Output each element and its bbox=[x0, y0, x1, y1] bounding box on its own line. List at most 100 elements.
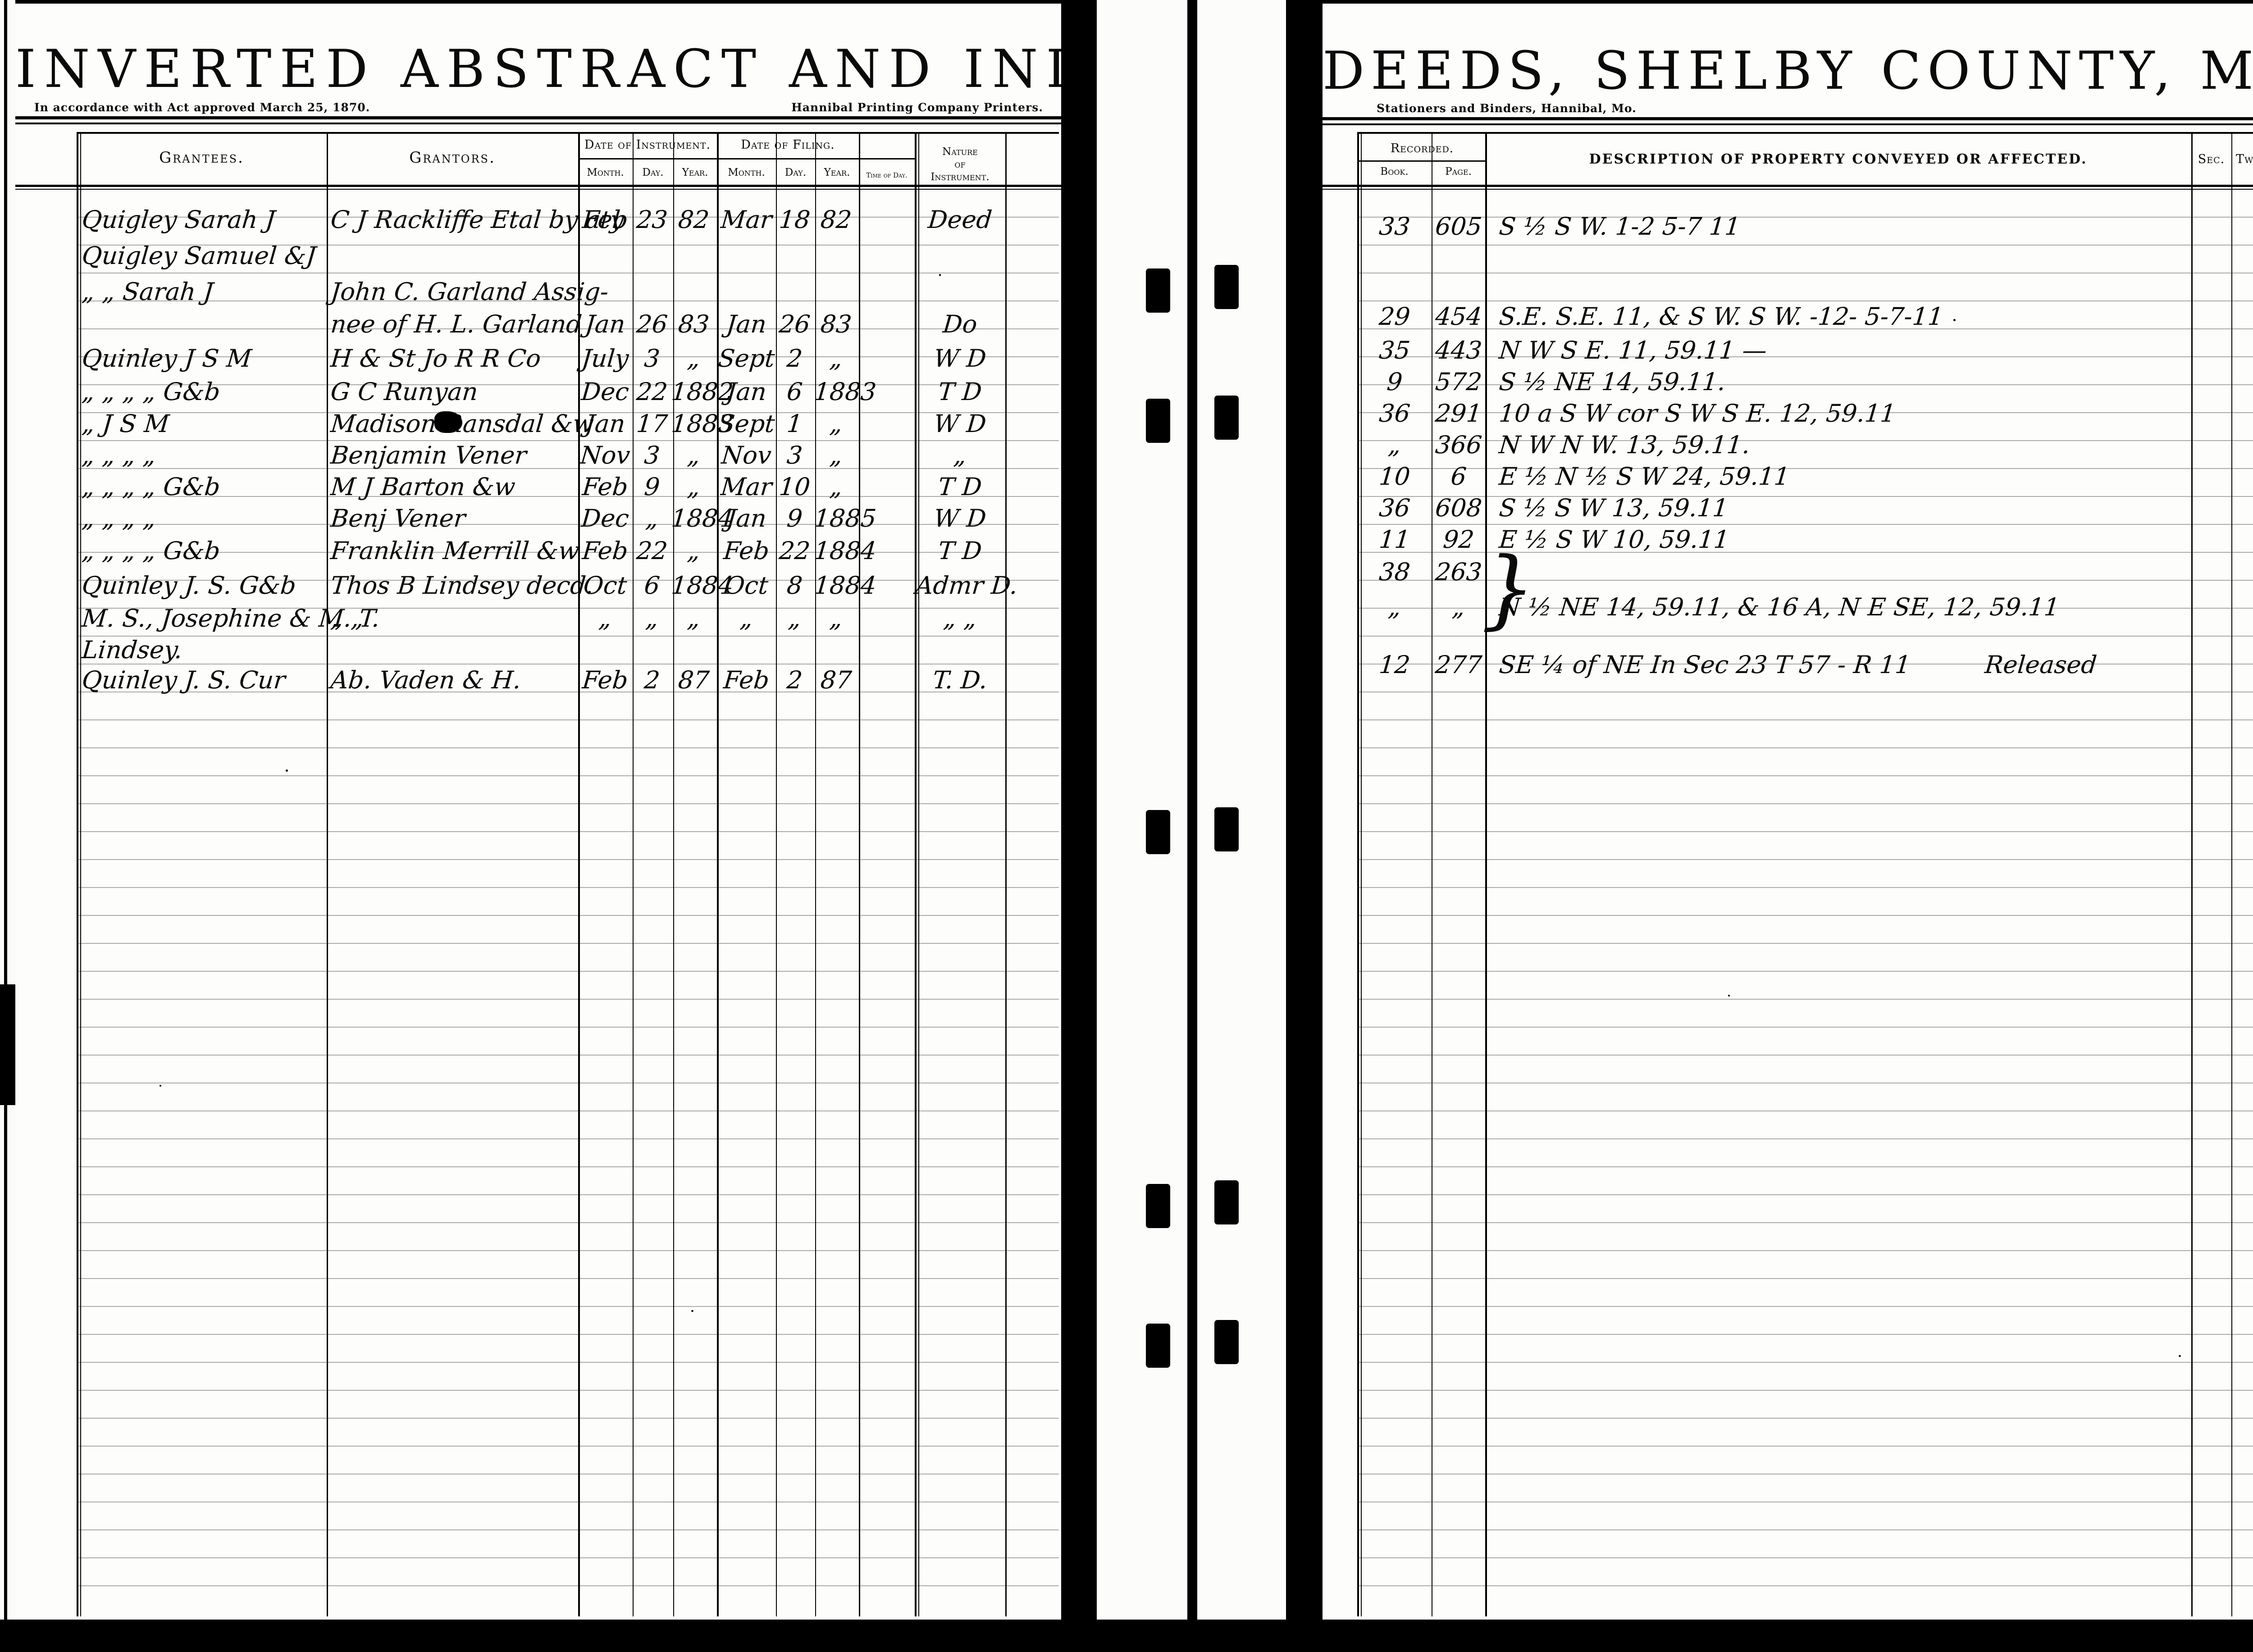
col-div-nature-extra bbox=[1005, 132, 1007, 1616]
left-page-margin bbox=[0, 0, 15, 1620]
binder-hole bbox=[1146, 810, 1170, 854]
left-edge-line bbox=[4, 0, 7, 1620]
ledger-row: 33 605 S ½ S W. 1-2 5-7 11 bbox=[1323, 205, 2253, 248]
header-recorded: Recorded. bbox=[1390, 141, 1454, 155]
left-table-top bbox=[77, 132, 1059, 134]
left-date-subdivider bbox=[578, 158, 915, 159]
header-df-day: Day. bbox=[784, 167, 807, 178]
col-div-time-nature-inner bbox=[918, 132, 919, 1616]
header-nature-2: of bbox=[954, 159, 966, 170]
entry-book: 33 bbox=[1377, 212, 1412, 241]
left-header-bottom2 bbox=[15, 189, 1061, 190]
header-date-of-filing: Date of Filing. bbox=[741, 138, 835, 152]
header-description: DESCRIPTION OF PROPERTY CONVEYED OR AFFE… bbox=[1589, 151, 2088, 167]
col-div-year-time bbox=[859, 132, 860, 1616]
right-row-ruling bbox=[1357, 190, 2253, 1613]
col-div-sec-twp bbox=[2231, 132, 2232, 1616]
header-time-of-day: Time of Day. bbox=[866, 171, 908, 179]
header-sec: Sec. bbox=[2198, 152, 2225, 166]
header-df-year: Year. bbox=[824, 167, 850, 178]
left-border-inner bbox=[80, 132, 81, 1616]
binder-hole bbox=[1214, 1180, 1239, 1224]
right-entries: 33 605 S ½ S W. 1-2 5-7 11 29 454 S.E. S.E. 1… bbox=[1323, 4, 2253, 1620]
right-header-bottom2 bbox=[1323, 189, 2253, 190]
entry-df-month: Feb bbox=[722, 666, 771, 694]
right-title-rule bbox=[1323, 117, 2253, 120]
entry-description: N ½ NE 14, 59.11, & 16 A, N E SE, 12, 59… bbox=[1498, 593, 2061, 621]
left-imprint-act: In accordance with Act approved March 25… bbox=[34, 101, 370, 114]
ledger-row: 12 277 SE ¼ of NE In Sec 23 T 57 - R 11 Rel… bbox=[1323, 643, 2253, 687]
entry-df-year: 87 bbox=[819, 666, 853, 694]
page-left: INVERTED ABSTRACT AND INDEX OF In accord… bbox=[15, 4, 1300, 1620]
left-header-bottom bbox=[15, 185, 1061, 187]
col-div-grantees-grantors bbox=[327, 132, 328, 1616]
gutter-page-edge-right bbox=[1197, 0, 1286, 1620]
binder-hole bbox=[1214, 265, 1239, 309]
entry-page: 605 bbox=[1434, 212, 1483, 241]
binder-hole bbox=[1146, 399, 1170, 443]
header-nature-3: Instrument. bbox=[930, 171, 990, 183]
col-div-grantors-dates bbox=[578, 132, 580, 1616]
header-grantees: Grantees. bbox=[159, 149, 244, 167]
right-page-title: DEEDS, SHELBY COUNTY, MISSOURI. bbox=[1323, 41, 2253, 101]
entry-page: „ bbox=[1451, 593, 1466, 621]
header-page: Page. bbox=[1445, 166, 1472, 177]
entry-note: Released bbox=[1984, 651, 2098, 679]
binder-hole bbox=[1214, 807, 1239, 851]
entry-df-day: 2 bbox=[785, 666, 804, 694]
binder-hole bbox=[1146, 269, 1170, 313]
header-di-year: Year. bbox=[682, 167, 708, 178]
gutter-page-edge-left bbox=[1097, 0, 1187, 1620]
header-date-of-instrument: Date of Instrument. bbox=[584, 138, 711, 152]
entry-page: 277 bbox=[1434, 651, 1483, 679]
left-title-rule bbox=[15, 116, 1061, 119]
entry-grantor: Ab. Vaden & H. bbox=[329, 666, 522, 694]
binder-hole bbox=[1146, 1184, 1170, 1228]
entry-di-year: 87 bbox=[677, 666, 711, 694]
binder-hole bbox=[1146, 1324, 1170, 1368]
left-row-ruling bbox=[77, 190, 1059, 1613]
header-di-month: Month. bbox=[587, 167, 624, 178]
header-grantors: Grantors. bbox=[409, 149, 496, 167]
entry-description: S ½ S W. 1-2 5-7 11 bbox=[1498, 212, 1742, 241]
col-div-time-nature bbox=[915, 132, 917, 1616]
recorded-subdivider bbox=[1357, 160, 1487, 162]
right-table-top bbox=[1357, 132, 2253, 134]
entry-grantee: Quinley J. S. Cur bbox=[81, 666, 287, 694]
binder-hole bbox=[1214, 1320, 1239, 1364]
bottom-board-band bbox=[0, 1620, 2253, 1652]
header-book: Book. bbox=[1380, 166, 1409, 177]
entry-book: 12 bbox=[1377, 651, 1412, 679]
right-border bbox=[1357, 132, 1359, 1616]
col-div-description-sec bbox=[2191, 132, 2193, 1616]
ink-blot bbox=[434, 411, 462, 433]
entry-di-month: Feb bbox=[581, 666, 629, 694]
left-imprint-printer: Hannibal Printing Company Printers. bbox=[791, 101, 1043, 114]
binder-hole bbox=[1214, 396, 1239, 440]
col-div-di-day-year bbox=[673, 132, 674, 1616]
left-title-rule2 bbox=[15, 123, 1061, 124]
left-border bbox=[77, 132, 78, 1616]
col-div-instrument-filing bbox=[717, 132, 719, 1616]
ledger-row: „ „ N ½ NE 14, 59.11, & 16 A, N E SE, 12, … bbox=[1323, 546, 2253, 632]
entry-book: „ bbox=[1387, 593, 1402, 621]
right-imprint-binder: Stationers and Binders, Hannibal, Mo. bbox=[1377, 102, 1637, 115]
entry-di-day: 2 bbox=[643, 666, 661, 694]
col-div-page-description bbox=[1485, 132, 1487, 1616]
right-header-bottom bbox=[1323, 185, 2253, 187]
entry-brace: } bbox=[1481, 539, 1536, 638]
col-div-di-month-day bbox=[633, 132, 634, 1616]
header-nature-1: Nature bbox=[942, 146, 978, 158]
entry-nature: T. D. bbox=[931, 666, 989, 694]
right-title-rule2 bbox=[1323, 123, 2253, 125]
header-di-day: Day. bbox=[642, 167, 664, 178]
page-right: DEEDS, SHELBY COUNTY, MISSOURI. Statione… bbox=[1323, 4, 2253, 1620]
header-twp: Twp. bbox=[2236, 152, 2253, 166]
ledger-row: Quinley J. S. Cur Ab. Vaden & H. Feb 2 87 Feb… bbox=[15, 659, 1061, 702]
col-div-df-month-day bbox=[776, 132, 777, 1616]
header-df-month: Month. bbox=[728, 167, 765, 178]
right-border-inner bbox=[1361, 132, 1362, 1616]
col-div-df-day-year bbox=[815, 132, 816, 1616]
